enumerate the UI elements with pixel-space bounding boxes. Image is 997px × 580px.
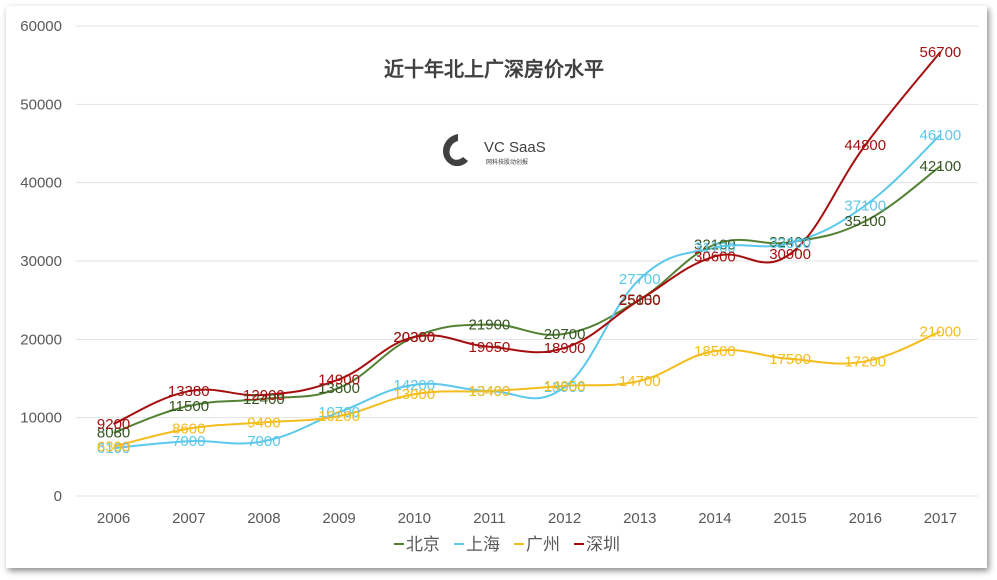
data-label: 13900: [544, 379, 586, 396]
chart-frame: 0 10000 20000 30000 40000 50000 60000 2006 2007…: [6, 6, 987, 568]
line-chart: 0 10000 20000 30000 40000 50000 60000 2006 2007…: [20, 18, 978, 555]
x-tick-label: 2017: [924, 510, 957, 527]
data-label: 25100: [619, 291, 661, 308]
data-label: 13800: [318, 380, 360, 397]
data-label: 9400: [247, 414, 280, 431]
y-tick-label: 10000: [20, 410, 62, 427]
legend: 北京 上海 广州 深圳: [394, 535, 620, 555]
data-label: 13400: [469, 383, 511, 400]
legend-entry: 上海: [466, 535, 500, 555]
x-tick-label: 2010: [398, 510, 431, 527]
data-label: 6300: [97, 439, 130, 456]
data-label: 19050: [469, 339, 511, 356]
legend-entry: 广州: [526, 535, 560, 555]
x-tick-label: 2016: [849, 510, 882, 527]
series-lines: [113, 51, 942, 450]
x-tick-label: 2013: [623, 510, 656, 527]
data-label: 46100: [920, 127, 962, 144]
x-tick-label: 2006: [97, 510, 130, 527]
x-tick-label: 2015: [773, 510, 806, 527]
data-label: 31700: [694, 240, 736, 257]
y-tick-label: 0: [54, 488, 62, 505]
legend-entry: 深圳: [586, 535, 620, 555]
x-axis: 2006 2007 2008 2009 2010 2011 2012 2013 2014 2015…: [97, 510, 957, 527]
data-label: 8600: [172, 421, 205, 438]
x-tick-label: 2009: [322, 510, 355, 527]
series-line-3: [113, 51, 942, 425]
data-label: 13000: [393, 386, 435, 403]
y-tick-label: 50000: [20, 96, 62, 113]
data-label: 32100: [694, 237, 736, 254]
data-label: 7000: [172, 433, 205, 450]
data-label: 11500: [168, 398, 209, 415]
watermark-tagline: 网科技股动创报: [486, 158, 528, 166]
data-label: 44800: [844, 137, 886, 154]
data-label: 14200: [393, 377, 435, 394]
grid-lines: [76, 25, 978, 497]
data-label: 14050: [544, 378, 586, 395]
y-tick-label: 60000: [20, 18, 62, 35]
data-label: 25050: [619, 292, 661, 309]
data-label: 10200: [318, 408, 360, 425]
data-label: 12400: [243, 391, 285, 408]
data-label: 32300: [769, 235, 811, 252]
data-label: 17200: [844, 353, 886, 370]
data-label: 37100: [844, 197, 886, 214]
data-label: 14900: [318, 371, 360, 388]
series-line-2: [113, 330, 941, 448]
x-tick-label: 2014: [698, 510, 731, 527]
data-label: 8080: [97, 425, 130, 442]
data-label: 35100: [844, 213, 886, 230]
x-tick-label: 2008: [247, 510, 280, 527]
data-label: 32400: [769, 234, 811, 251]
data-label: 18500: [694, 343, 736, 360]
vc-saas-logo-icon: [443, 134, 468, 167]
data-labels: 8080 11500 12400 13800 20300 21900 20700 25100 3…: [97, 44, 961, 457]
data-label: 12900: [243, 387, 285, 404]
data-label: 20700: [544, 326, 586, 343]
data-label: 30600: [694, 248, 736, 265]
data-label: 21900: [469, 316, 511, 333]
data-label: 7000: [247, 433, 280, 450]
x-tick-label: 2007: [172, 510, 205, 527]
y-tick-label: 20000: [20, 331, 62, 348]
data-label: 21000: [920, 324, 962, 341]
data-label: 30900: [769, 246, 811, 263]
y-axis: 0 10000 20000 30000 40000 50000 60000: [20, 18, 62, 505]
x-tick-label: 2012: [548, 510, 581, 527]
y-tick-label: 30000: [20, 253, 62, 270]
legend-entry: 北京: [406, 535, 440, 555]
data-label: 20300: [393, 329, 435, 346]
data-label: 13400: [469, 383, 511, 400]
data-label: 6100: [97, 440, 130, 457]
data-label: 18900: [544, 340, 586, 357]
data-label: 14700: [619, 373, 661, 390]
watermark-brand: VC SaaS: [484, 139, 546, 156]
data-label: 17500: [769, 351, 811, 368]
watermark: VC SaaS 网科技股动创报: [443, 134, 546, 167]
data-label: 9200: [97, 416, 130, 433]
data-label: 20300: [393, 329, 435, 346]
data-label: 27700: [619, 271, 661, 288]
data-label: 42100: [920, 158, 962, 175]
data-label: 10700: [318, 404, 360, 421]
y-tick-label: 40000: [20, 175, 62, 192]
data-label: 13380: [168, 383, 210, 400]
chart-title: 近十年北上广深房价水平: [384, 57, 604, 81]
data-label: 56700: [920, 44, 962, 61]
x-tick-label: 2011: [473, 510, 505, 527]
